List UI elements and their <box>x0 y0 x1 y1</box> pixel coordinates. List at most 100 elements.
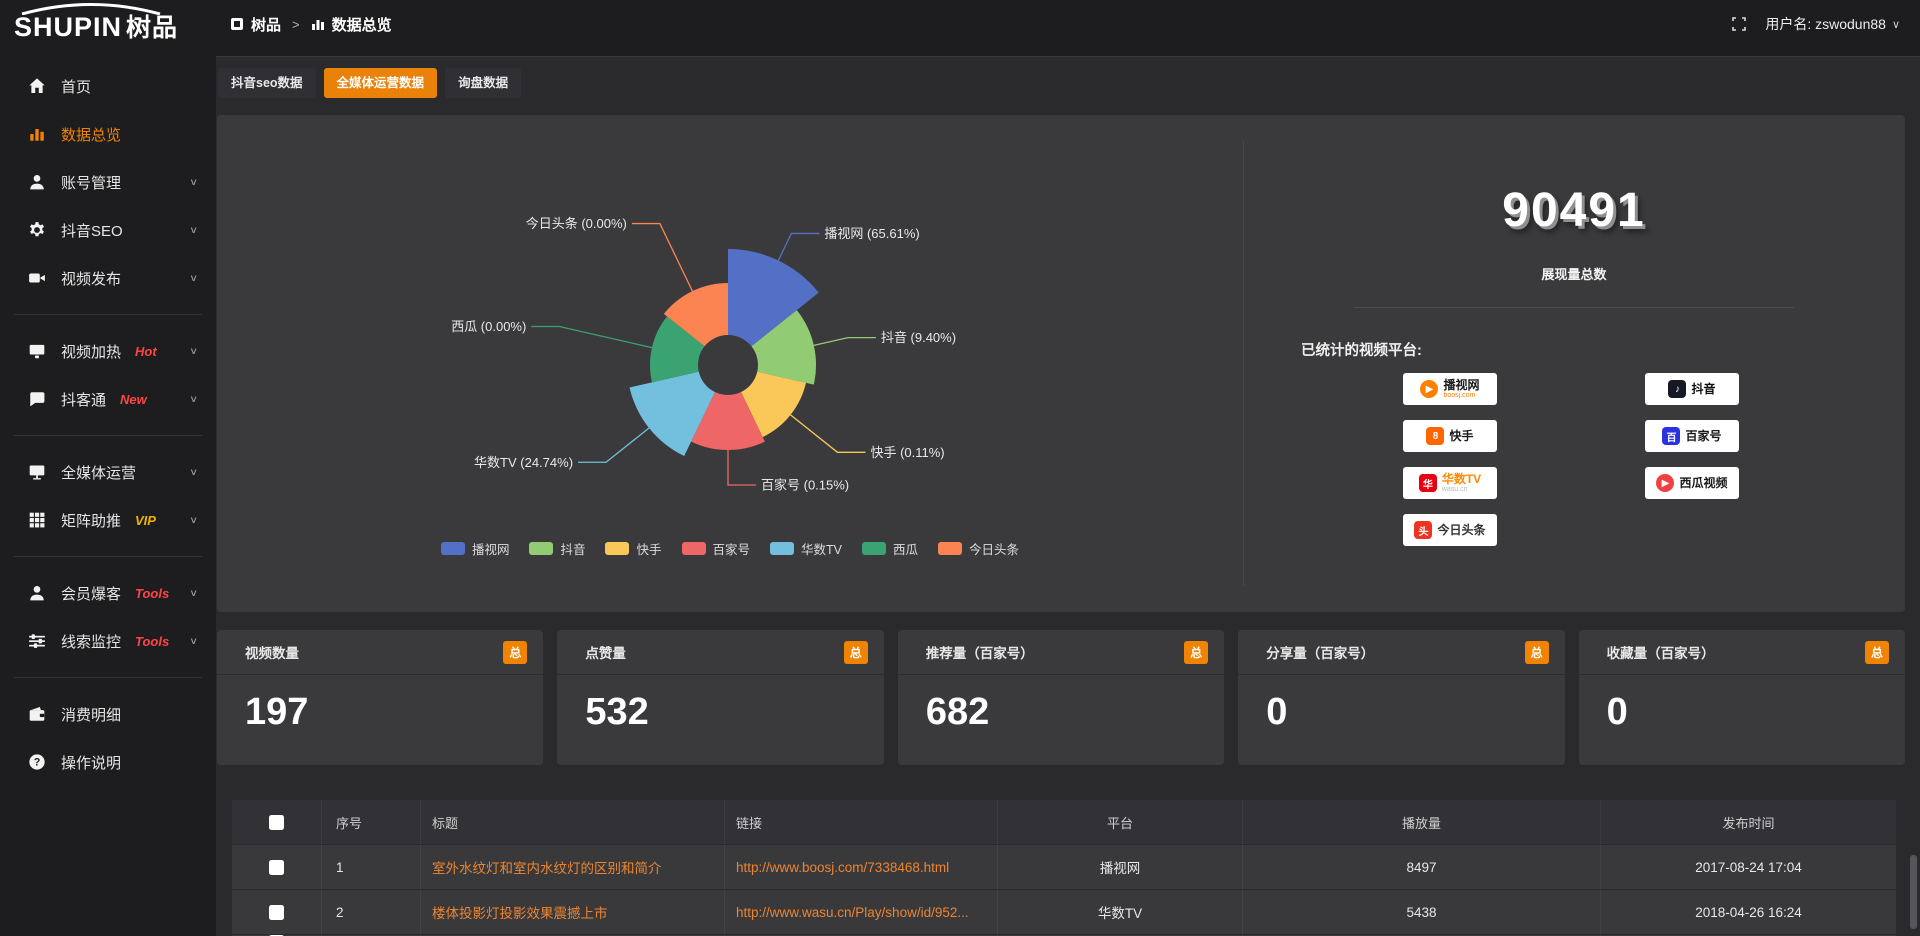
panel-divider <box>1243 141 1244 586</box>
pie-legend: 播视网 抖音 快手 百家号 华数TV 西瓜 今日头条 <box>217 539 1243 558</box>
row-plays: 8497 <box>1242 845 1600 889</box>
stat-card: 视频数量 总 197 <box>217 630 544 765</box>
fullscreen-icon[interactable] <box>1731 16 1747 32</box>
legend-item[interactable]: 华数TV <box>770 539 842 558</box>
tab-label: 全媒体运营数据 <box>336 76 425 90</box>
tab[interactable]: 全媒体运营数据 <box>323 68 438 98</box>
sidebar-item[interactable]: 数据总览 <box>0 110 216 158</box>
legend-swatch <box>440 542 465 555</box>
pie-sector[interactable] <box>650 316 705 383</box>
pie-sector[interactable] <box>741 371 806 438</box>
platform-badge: 华 华数TV wasu.cn <box>1403 467 1497 499</box>
pie-label-line <box>631 222 694 292</box>
row-select-cell <box>232 845 321 889</box>
sidebar-item[interactable]: ? 操作说明 <box>0 738 216 786</box>
legend-label: 播视网 <box>471 543 510 557</box>
stat-card-header: 视频数量 总 <box>217 630 544 675</box>
legend-swatch <box>862 542 886 555</box>
platform-subtext: boosj.com <box>1443 391 1476 399</box>
platform-name: 播视网 <box>1443 378 1480 393</box>
sidebar-item-tag: Hot <box>135 343 157 359</box>
pie-label: 今日头条 (0.00%) <box>526 216 627 231</box>
legend-item[interactable]: 百家号 <box>681 539 751 558</box>
sidebar-item[interactable]: 首页 <box>0 62 216 110</box>
pie-label: 快手 (0.11%) <box>870 445 944 460</box>
pie-label-line <box>531 325 653 349</box>
row-checkbox[interactable] <box>269 859 284 875</box>
total-badge: 总 <box>1184 640 1209 664</box>
row-url-link[interactable]: http://www.wasu.cn/Play/show/id/952... <box>724 890 997 934</box>
legend-item[interactable]: 西瓜 <box>862 539 918 558</box>
sidebar-item[interactable]: 矩阵助推 VIP ∨ <box>0 496 216 544</box>
chevron-down-icon: ∨ <box>189 393 198 405</box>
platform-badge: 百 百家号 <box>1645 420 1739 452</box>
legend-item[interactable]: 抖音 <box>529 539 585 558</box>
row-platform: 播视网 <box>997 845 1242 889</box>
row-url-link[interactable]: http://www.boosj.com/7338468.html <box>724 845 997 889</box>
table-row: 1 室外水纹灯和室内水纹灯的区别和简介 http://www.boosj.com… <box>232 844 1896 889</box>
sidebar-item-label: 线索监控 <box>61 633 122 651</box>
pie-label-line <box>813 336 876 347</box>
sidebar-item[interactable]: 全媒体运营 ∨ <box>0 448 216 496</box>
sidebar-item-icon: ? <box>28 753 46 771</box>
sidebar-item-label: 全媒体运营 <box>61 464 137 482</box>
pie-label-line <box>578 427 650 463</box>
app-logo[interactable]: SHUPIN 树品 <box>0 0 216 48</box>
total-badge: 总 <box>503 640 528 664</box>
pie-sector[interactable] <box>751 310 816 385</box>
sidebar-item[interactable]: 会员爆客 Tools ∨ <box>0 569 216 617</box>
sidebar-item[interactable]: 抖音SEO ∨ <box>0 206 216 254</box>
tab[interactable]: 抖音seo数据 <box>218 68 316 98</box>
sidebar-item[interactable]: 线索监控 Tools ∨ <box>0 617 216 665</box>
platform-badge: ▶ 西瓜视频 <box>1645 467 1739 499</box>
sidebar-item-icon <box>28 584 46 602</box>
summary-divider <box>1354 307 1794 308</box>
tab[interactable]: 询盘数据 <box>445 68 522 98</box>
pie-sector[interactable] <box>691 392 765 451</box>
header-link: 链接 <box>724 800 997 844</box>
platform-badge-texts: 抖音 <box>1691 383 1715 396</box>
sidebar-divider <box>14 314 202 315</box>
stat-cards: 视频数量 总 197 点赞量 总 532 推荐量（百家号） 总 682 分享量（… <box>217 630 1906 765</box>
pie-sector[interactable] <box>663 283 728 347</box>
stat-card-value: 682 <box>925 691 990 733</box>
sidebar-nav: 首页 数据总览 账号管理 ∨ 抖音SEO ∨ 视频发布 <box>0 48 216 786</box>
user-menu[interactable]: 用户名: zswodun88 ∨ <box>1765 14 1900 34</box>
sidebar-item[interactable]: 抖客通 New ∨ <box>0 375 216 423</box>
sidebar-item-label: 会员爆客 <box>61 585 122 603</box>
legend-item[interactable]: 今日头条 <box>938 539 1019 558</box>
pie-sector[interactable] <box>629 371 715 456</box>
platform-name: 西瓜视频 <box>1679 475 1728 490</box>
sidebar-item[interactable]: 视频发布 ∨ <box>0 254 216 302</box>
logo-text: SHUPIN 树品 <box>14 4 216 51</box>
row-checkbox[interactable] <box>269 904 284 920</box>
impressions-total-label: 展现量总数 <box>1541 267 1607 282</box>
legend-swatch <box>681 542 706 555</box>
breadcrumb-root[interactable]: 树品 <box>251 16 282 34</box>
legend-item[interactable]: 快手 <box>605 539 662 558</box>
tab-label: 询盘数据 <box>458 76 509 90</box>
legend-swatch <box>605 542 630 555</box>
platform-badge: ▶ 播视网 boosj.com <box>1403 373 1497 405</box>
pie-sector[interactable] <box>728 249 819 347</box>
row-platform: 华数TV <box>997 890 1242 934</box>
total-badge: 总 <box>1524 640 1549 664</box>
pie-label: 抖音 (9.40%) <box>881 330 956 345</box>
legend-item[interactable]: 播视网 <box>440 539 510 558</box>
sidebar-item-icon <box>28 632 46 650</box>
row-title-link[interactable]: 楼体投影灯投影效果震撼上市 <box>420 890 724 934</box>
sidebar-item-tag: New <box>120 391 147 407</box>
sidebar-item[interactable]: 消费明细 <box>0 690 216 738</box>
platform-logo-icon: ▶ <box>1420 380 1439 398</box>
data-tabs: 抖音seo数据 全媒体运营数据 询盘数据 <box>218 68 522 98</box>
scrollbar-thumb[interactable] <box>1910 855 1917 929</box>
videos-table: 序号 标题 链接 平台 播放量 发布时间 1 室外水纹灯和室内水纹灯的区别和简介… <box>232 800 1896 936</box>
stat-card: 推荐量（百家号） 总 682 <box>897 630 1225 765</box>
row-title-link[interactable]: 室外水纹灯和室内水纹灯的区别和简介 <box>420 845 724 889</box>
select-all-checkbox[interactable] <box>269 814 284 830</box>
sidebar-item[interactable]: 视频加热 Hot ∨ <box>0 327 216 375</box>
svg-text:?: ? <box>34 757 41 769</box>
legend-label: 百家号 <box>712 543 751 557</box>
pie-label: 百家号 (0.15%) <box>761 478 849 493</box>
sidebar-item[interactable]: 账号管理 ∨ <box>0 158 216 206</box>
